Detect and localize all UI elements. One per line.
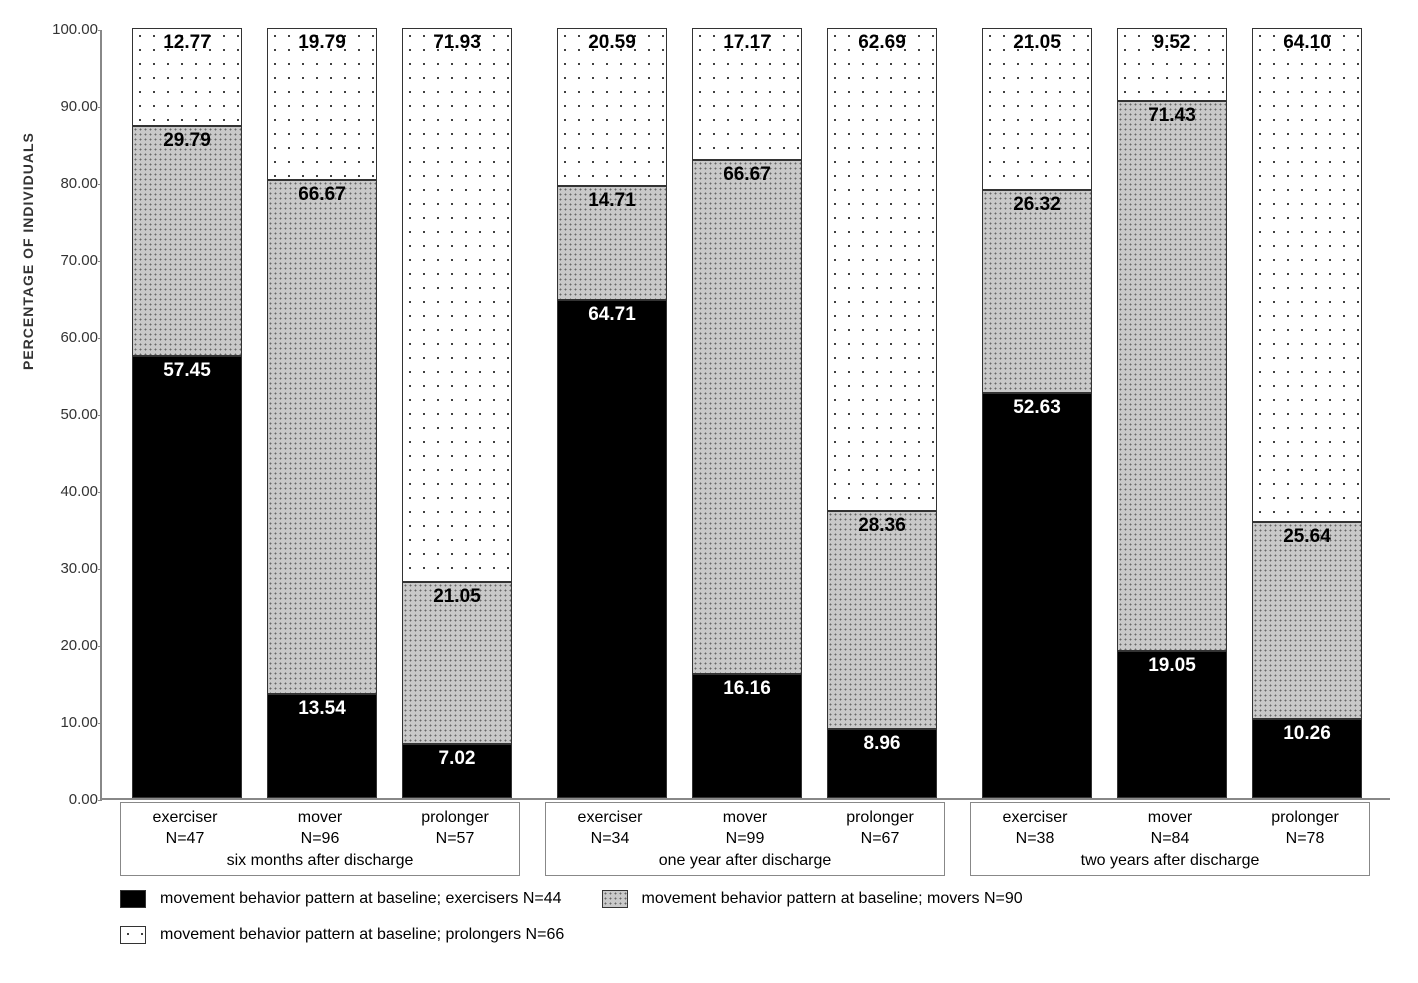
y-tick-label: 20.00 <box>50 637 98 654</box>
bar-segment-exercisers <box>267 694 377 798</box>
legend-label: movement behavior pattern at baseline; m… <box>642 890 1023 908</box>
bar-segment-movers <box>402 582 512 744</box>
y-tick-mark <box>98 646 102 647</box>
bar-segment-movers <box>692 160 802 673</box>
y-tick-mark <box>98 338 102 339</box>
x-group-label: two years after discharge <box>970 852 1370 870</box>
bar: 10.2625.6464.10 <box>1252 30 1362 798</box>
bar: 19.0571.439.52 <box>1117 30 1227 798</box>
y-tick-mark <box>98 261 102 262</box>
bar: 8.9628.3662.69 <box>827 30 937 798</box>
bar-segment-movers <box>132 126 242 355</box>
legend-label: movement behavior pattern at baseline; p… <box>160 926 564 944</box>
y-tick-mark <box>98 107 102 108</box>
bar-segment-movers <box>1252 522 1362 719</box>
legend-item-exercisers: movement behavior pattern at baseline; e… <box>120 890 562 908</box>
y-tick-mark <box>98 415 102 416</box>
plot-area: 57.4529.7912.7713.5466.6719.797.0221.057… <box>100 30 1390 800</box>
bar-segment-movers <box>827 511 937 729</box>
bar-segment-movers <box>267 180 377 693</box>
y-tick-mark <box>98 569 102 570</box>
y-tick-mark <box>98 492 102 493</box>
bar-segment-exercisers <box>132 356 242 798</box>
bar-segment-movers <box>982 190 1092 393</box>
y-tick-label: 0.00 <box>50 791 98 808</box>
legend-item-movers: movement behavior pattern at baseline; m… <box>602 890 1023 908</box>
legend-swatch <box>602 890 628 908</box>
bar-segment-prolongers <box>982 28 1092 190</box>
bar-segment-movers <box>1117 101 1227 651</box>
legend: movement behavior pattern at baseline; e… <box>120 890 1380 962</box>
y-axis-label: PERCENTAGE OF INDIVIDUALS <box>20 132 36 370</box>
y-tick-label: 10.00 <box>50 714 98 731</box>
bar-segment-exercisers <box>982 393 1092 798</box>
y-tick-mark <box>98 723 102 724</box>
y-tick-label: 100.00 <box>50 21 98 38</box>
bar-segment-prolongers <box>132 28 242 126</box>
bar: 52.6326.3221.05 <box>982 30 1092 798</box>
y-tick-label: 70.00 <box>50 252 98 269</box>
bar: 7.0221.0571.93 <box>402 30 512 798</box>
bar-segment-prolongers <box>827 28 937 511</box>
y-tick-mark <box>98 30 102 31</box>
bar-segment-prolongers <box>267 28 377 180</box>
bar-segment-exercisers <box>827 729 937 798</box>
y-tick-label: 60.00 <box>50 329 98 346</box>
bar-segment-exercisers <box>557 300 667 798</box>
bar: 13.5466.6719.79 <box>267 30 377 798</box>
bar-segment-movers <box>557 186 667 299</box>
bar-segment-prolongers <box>1252 28 1362 522</box>
y-tick-label: 80.00 <box>50 175 98 192</box>
y-tick-label: 90.00 <box>50 98 98 115</box>
bar-segment-prolongers <box>557 28 667 187</box>
legend-swatch <box>120 890 146 908</box>
legend-label: movement behavior pattern at baseline; e… <box>160 890 562 908</box>
bar: 16.1666.6717.17 <box>692 30 802 798</box>
y-tick-label: 30.00 <box>50 560 98 577</box>
y-tick-mark <box>98 184 102 185</box>
y-tick-label: 50.00 <box>50 406 98 423</box>
bar-segment-exercisers <box>402 744 512 798</box>
bar-segment-prolongers <box>402 28 512 582</box>
x-group-label: one year after discharge <box>545 852 945 870</box>
bar: 64.7114.7120.59 <box>557 30 667 798</box>
y-tick-mark <box>98 800 102 801</box>
y-tick-label: 40.00 <box>50 483 98 500</box>
bar-segment-exercisers <box>692 674 802 798</box>
bar-segment-prolongers <box>692 28 802 160</box>
bar-segment-prolongers <box>1117 28 1227 101</box>
x-group-label: six months after discharge <box>120 852 520 870</box>
bar: 57.4529.7912.77 <box>132 30 242 798</box>
chart-container: PERCENTAGE OF INDIVIDUALS 57.4529.7912.7… <box>20 20 1398 963</box>
bar-segment-exercisers <box>1117 651 1227 798</box>
legend-item-prolongers: movement behavior pattern at baseline; p… <box>120 926 564 944</box>
legend-swatch <box>120 926 146 944</box>
bar-segment-exercisers <box>1252 719 1362 798</box>
